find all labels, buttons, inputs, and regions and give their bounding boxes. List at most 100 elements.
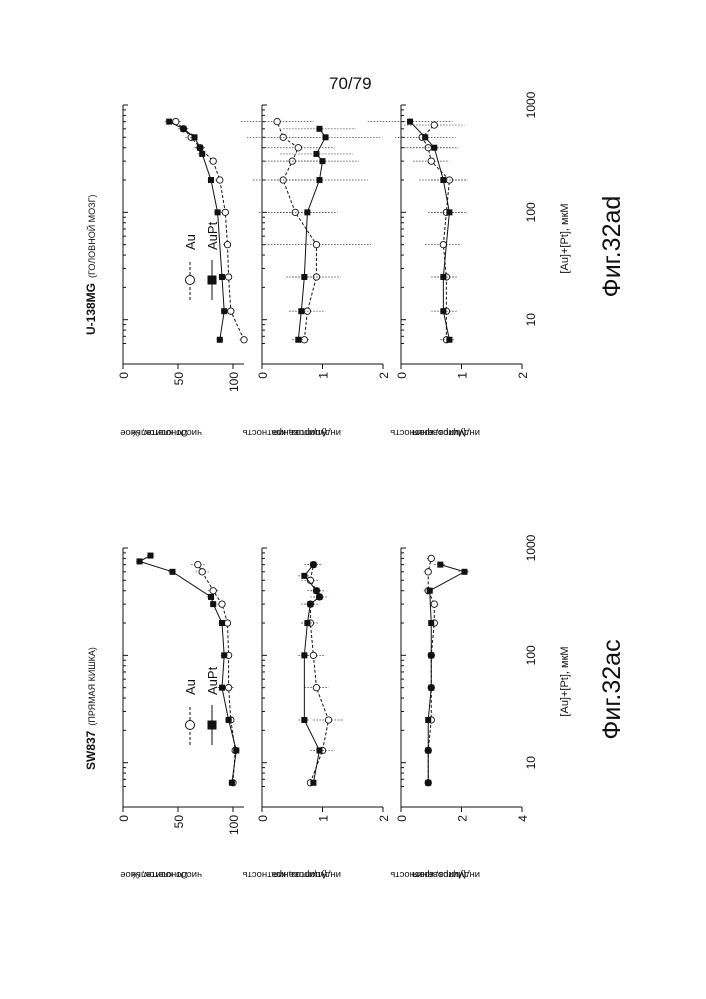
x-tick-label: 100 [524,645,538,665]
legend-entry-au: Au [183,679,198,745]
data-point-aupt [446,209,452,215]
data-point-aupt [425,717,431,723]
legend-marker-circle [186,276,195,285]
data-point-aupt [301,274,307,280]
data-point-aupt [233,747,239,753]
legend-marker-square [208,721,217,730]
cell-line-title: U-138MG(ГОЛОВНОЙ МОЗГ) [84,195,98,335]
data-point-aupt [310,562,316,568]
data-point-aupt [217,337,223,343]
legend-entry-au: Au [183,234,198,300]
legend-label: AuPt [205,221,220,250]
y-tick-label: 2 [516,372,530,379]
data-point-aupt [320,158,326,164]
data-point-aupt [229,780,235,786]
data-point-au [217,177,223,183]
y-tick-label: 50 [172,372,186,386]
y-tick-label: 100 [227,372,241,392]
data-point-au [440,241,446,247]
x-tick-label: 100 [524,202,538,222]
data-point-aupt [428,685,434,691]
data-point-aupt [307,601,313,607]
data-point-aupt [148,553,154,559]
data-point-aupt [219,685,225,691]
series-au [301,561,343,786]
data-point-aupt [440,177,446,183]
series-line [277,122,316,340]
data-point-aupt [166,119,172,125]
data-point-aupt [313,151,319,157]
data-point-aupt [219,274,225,280]
data-point-au [295,145,301,151]
series-aupt [136,553,239,786]
data-point-au [225,274,231,280]
data-point-aupt [208,594,214,600]
y-tick-label: 2 [377,815,391,822]
data-point-aupt [440,308,446,314]
data-point-aupt [170,569,176,575]
data-point-aupt [210,601,216,607]
data-point-aupt [323,134,329,140]
y-tick-label: 0 [256,815,270,822]
y-tick-label: 1 [317,815,331,822]
data-point-aupt [446,337,452,343]
series-aupt [368,119,468,343]
y-tick-label: 1 [456,372,470,379]
series-aupt [271,126,380,343]
data-point-aupt [199,151,205,157]
figure-ac: SW837(ПРЯМАЯ КИШКА)AuAuPt050100Относител… [84,534,626,880]
series-line [422,125,449,340]
data-point-aupt [181,126,187,132]
data-point-aupt [425,780,431,786]
x-axis-title: [Au]+[Pt], мкМ [559,203,571,273]
data-point-au [225,684,231,690]
series-au [398,122,468,343]
y-title-line: число клеток, % [131,427,202,438]
figure-caption: Фиг.32ad [598,196,626,298]
x-tick-label: 10 [524,756,538,770]
series-line [410,122,449,340]
data-point-au [425,569,431,575]
data-point-aupt [437,562,443,568]
legend-entry-aupt: AuPt [205,221,220,300]
figure-ad: U-138MG(ГОЛОВНОЙ МОЗГ)AuAuPt050100Относи… [84,91,626,438]
data-point-aupt [310,780,316,786]
data-point-au [222,209,228,215]
x-axis-title: [Au]+[Pt], мкМ [559,646,571,716]
y-title-line: индуцирования [412,869,480,880]
data-point-au [210,588,216,594]
data-point-aupt [313,588,319,594]
data-point-au [274,118,280,124]
y-title-line: индуцирования [412,427,480,438]
panel-viability: 050100Относительноечисло клеток, % [117,105,248,438]
data-point-aupt [316,747,322,753]
panel-apoptosis: 012Апоптоз, кратностьиндуцирования [243,548,391,880]
x-tick-label: 1000 [524,534,538,561]
y-tick-label: 2 [456,815,470,822]
data-point-au [199,569,205,575]
x-tick-label: 10 [524,313,538,327]
y-tick-label: 100 [227,815,241,835]
data-point-aupt [304,209,310,215]
data-point-au [313,241,319,247]
series-aupt [298,562,325,786]
legend-label: Au [183,679,198,695]
y-tick-label: 1 [317,372,331,379]
tissue-label: (ПРЯМАЯ КИШКА) [87,647,97,725]
y-tick-label: 0 [117,372,131,379]
y-title-line: число клеток, % [131,869,202,880]
panel-apoptosis: 012Апоптоз, кратностьиндуцирования [241,105,391,438]
data-point-aupt [407,119,413,125]
data-point-aupt [301,652,307,658]
data-point-au [224,241,230,247]
data-point-au [310,652,316,658]
cell-line-name: SW837 [84,730,98,770]
data-point-au [428,555,434,561]
data-point-aupt [301,573,307,579]
data-point-aupt [298,308,304,314]
data-point-aupt [192,134,198,140]
series-line [140,556,237,783]
data-point-au [241,337,247,343]
data-point-au [431,122,437,128]
